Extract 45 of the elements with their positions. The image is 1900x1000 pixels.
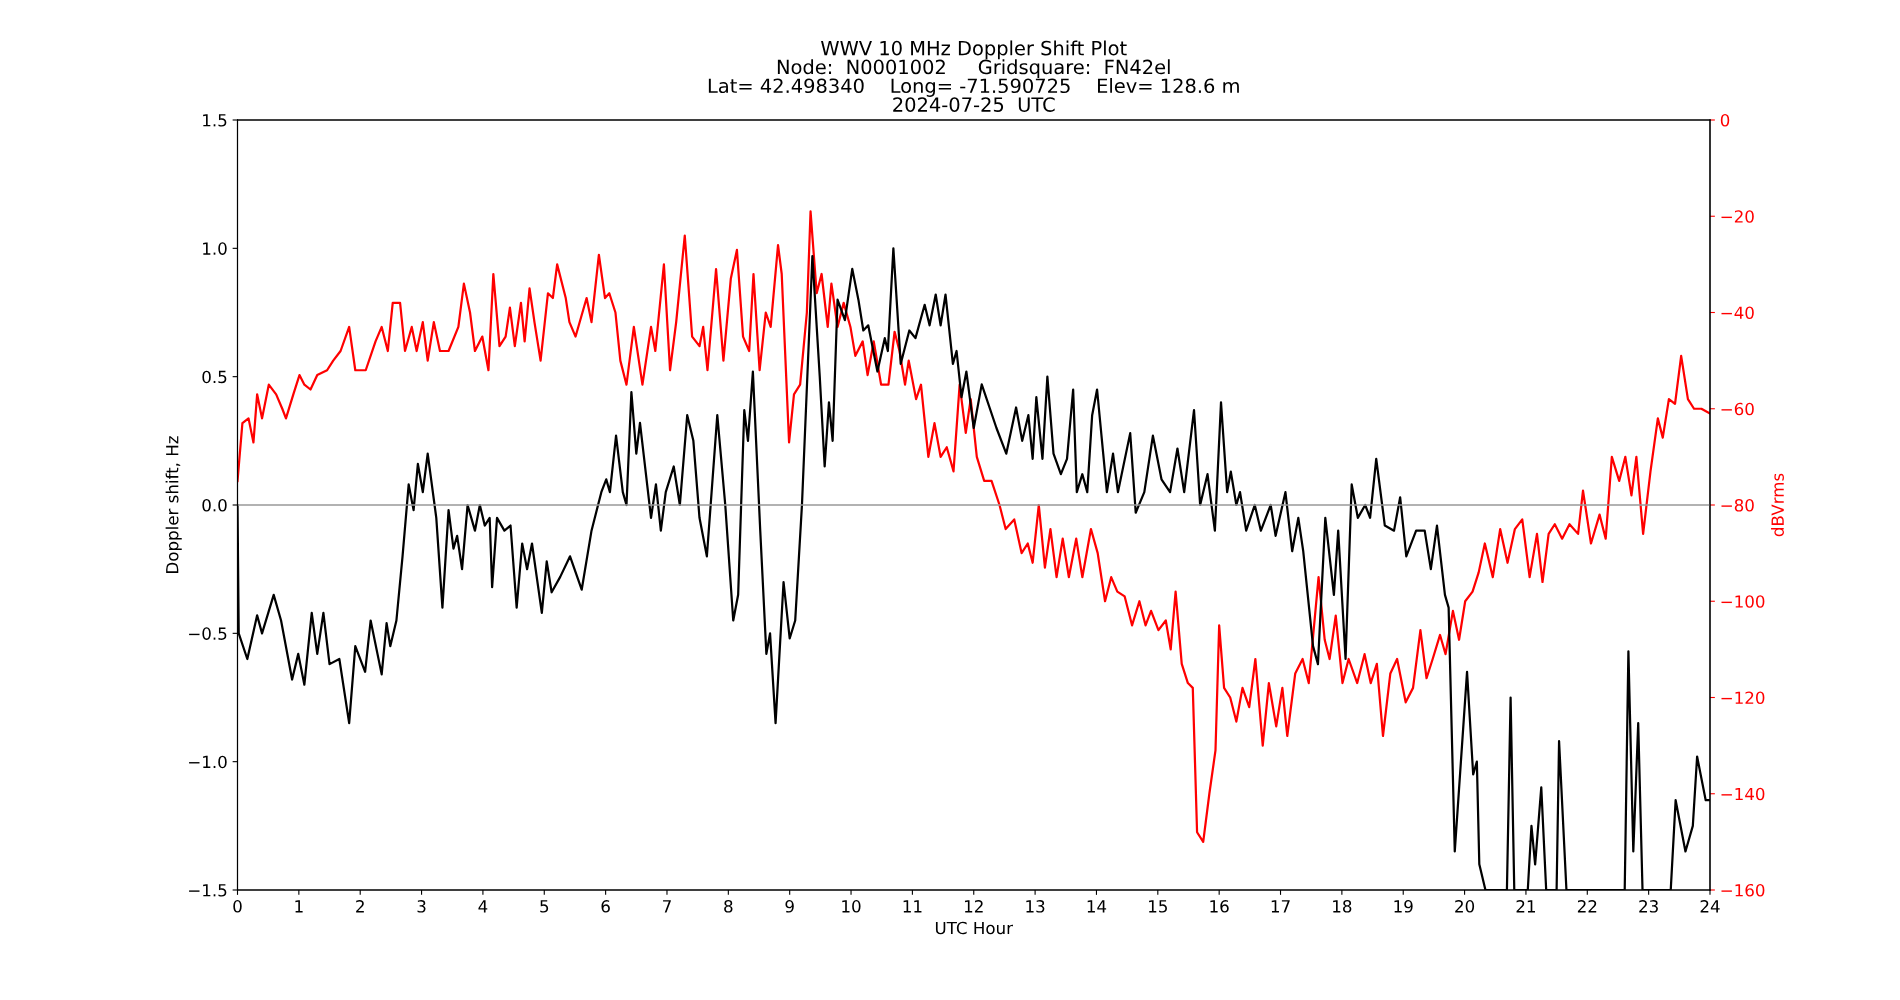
y2-tick-label: −60	[1721, 402, 1754, 416]
x-tick-label: 5	[540, 900, 549, 913]
chart-title: WWV 10 MHz Doppler Shift Plot Node: N0001002 Gridsquare: FN42el Lat= 42.498340 Long= -71.590725 Elev= 128.6 m 2024-07-25 UTC	[708, 40, 1239, 112]
y-tick-label: 0.0	[202, 498, 227, 512]
y-tick-label: −1.5	[189, 884, 227, 897]
x-axis-title: UTC Hour	[935, 921, 1013, 935]
x-tick-label: 16	[1210, 900, 1229, 913]
y2-tick-label: −160	[1721, 883, 1765, 897]
x-tick-label: 15	[1149, 900, 1167, 913]
x-tick-label: 8	[724, 900, 733, 913]
y-axis-title: Doppler shift, Hz	[165, 436, 182, 573]
x-tick-label: 10	[842, 900, 861, 913]
x-tick-label: 20	[1455, 900, 1475, 913]
y2-axis-title: dBVrms	[1771, 473, 1784, 537]
y-tick-label: 0.5	[202, 370, 227, 384]
x-tick-label: 2	[356, 900, 364, 913]
y2-tick-label: −40	[1721, 306, 1754, 320]
x-tick-label: 22	[1577, 900, 1597, 913]
x-tick-label: 11	[903, 900, 922, 913]
x-tick-label: 21	[1516, 900, 1535, 913]
x-tick-label: 23	[1639, 900, 1658, 913]
x-tick-label: 3	[417, 900, 426, 913]
x-tick-label: 9	[785, 900, 794, 913]
x-tick-label: 19	[1394, 900, 1413, 913]
y2-tick-label: −140	[1721, 787, 1765, 801]
x-tick-label: 6	[601, 900, 610, 913]
y2-tick-label: −120	[1721, 691, 1765, 705]
y-tick-label: −1.0	[189, 755, 227, 769]
x-tick-label: 1	[295, 900, 303, 913]
y2-tick-label: −80	[1721, 498, 1754, 512]
y-tick-label: 1.5	[203, 114, 227, 127]
y2-tick-label: −20	[1721, 210, 1754, 223]
x-tick-label: 7	[663, 900, 671, 913]
y2-tick-label: −100	[1721, 595, 1765, 608]
x-tick-label: 0	[233, 900, 242, 913]
y-tick-label: 1.0	[203, 242, 227, 255]
x-tick-label: 4	[478, 900, 488, 913]
x-tick-label: 24	[1700, 900, 1720, 913]
x-tick-label: 14	[1087, 900, 1107, 913]
x-tick-label: 17	[1271, 900, 1290, 913]
y-tick-label: −0.5	[189, 627, 227, 640]
x-tick-label: 18	[1333, 900, 1352, 913]
x-tick-label: 12	[964, 900, 983, 913]
x-tick-label: 13	[1026, 900, 1045, 913]
y2-tick-label: 0	[1720, 113, 1730, 127]
